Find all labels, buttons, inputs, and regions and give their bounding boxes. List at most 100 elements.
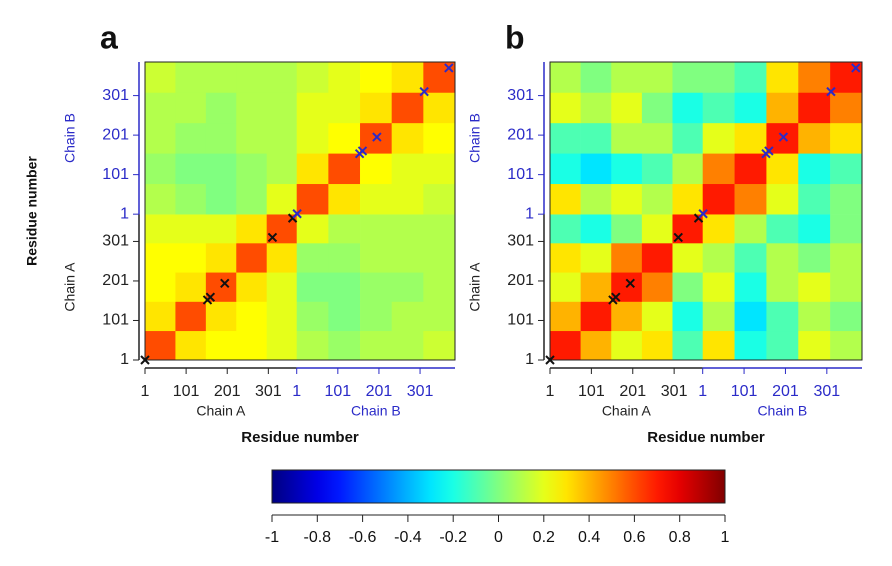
heatmap-cell [360, 62, 392, 93]
heatmap-cell [391, 301, 424, 332]
heatmap-cell [145, 122, 176, 154]
heatmap-cell [391, 243, 424, 273]
heatmap-cell [580, 153, 612, 185]
heatmap-cell [734, 183, 767, 215]
heatmap-cell [672, 153, 703, 185]
heatmap-cell [296, 183, 329, 215]
x-tick-label: 1 [292, 383, 301, 400]
heatmap-cell [391, 330, 424, 361]
heatmap-cell [391, 92, 424, 124]
heatmap-cell [702, 301, 735, 332]
x-tick-label: 301 [813, 383, 840, 400]
heatmap-cell [641, 153, 673, 185]
heatmap-cell [175, 214, 207, 244]
heatmap-cell [266, 301, 298, 332]
colorbar-tick-label: -0.2 [439, 529, 467, 546]
heatmap-cell [611, 330, 643, 361]
colorbar-tick-label: -0.4 [394, 529, 422, 546]
heatmap-cell [672, 301, 703, 332]
heatmap-cell [734, 92, 767, 124]
heatmap-cell [734, 301, 767, 332]
heatmap-cell [205, 92, 237, 124]
colorbar-tick-label: -0.6 [349, 529, 377, 546]
heatmap-cell [266, 62, 298, 93]
x-tick-label: 1 [546, 383, 555, 400]
heatmap-cell [296, 122, 329, 154]
x-tick-label: 201 [366, 383, 393, 400]
heatmap-cell [580, 122, 612, 154]
heatmap-cell [236, 214, 267, 244]
heatmap-cell [798, 272, 831, 302]
y-tick-label: 1 [525, 205, 534, 222]
heatmap-cell [672, 243, 703, 273]
heatmap-cell [205, 62, 237, 93]
heatmap-cell [702, 330, 735, 361]
x-chain-label: Chain A [196, 403, 246, 419]
colorbar-tick-label: -0.8 [304, 529, 332, 546]
heatmap-cell [550, 243, 581, 273]
site-marker [851, 63, 861, 73]
x-axis-label: Residue number [647, 429, 765, 446]
heatmap-cell [236, 183, 267, 215]
heatmap-cell [145, 153, 176, 185]
heatmap-cell [734, 153, 767, 185]
heatmap-cell [205, 330, 237, 361]
heatmap-cell [702, 62, 735, 93]
y-tick-label: 301 [507, 87, 534, 104]
y-chain-label: Chain A [467, 262, 483, 312]
heatmap-cell [391, 153, 424, 185]
panel-letter: a [100, 19, 118, 55]
heatmap-cell [175, 272, 207, 302]
heatmap-cell [830, 330, 863, 361]
x-tick-label: 301 [661, 383, 688, 400]
heatmap-cell [641, 122, 673, 154]
heatmap-cell [175, 243, 207, 273]
y-chain-label: Chain B [467, 113, 483, 163]
heatmap-cell [296, 153, 329, 185]
heatmap-cell [702, 243, 735, 273]
heatmap-cell [734, 243, 767, 273]
heatmap-cell [423, 301, 456, 332]
heatmap-cell [672, 183, 703, 215]
heatmap-cell [766, 62, 799, 93]
x-chain-label: Chain A [602, 403, 652, 419]
y-tick-label: 301 [102, 87, 129, 104]
heatmap-cell [360, 183, 392, 215]
heatmap-cell [145, 272, 176, 302]
heatmap-cell [798, 62, 831, 93]
site-marker [372, 132, 382, 142]
heatmap-cell [766, 301, 799, 332]
site-marker [220, 278, 230, 289]
heatmap-cell [205, 183, 237, 215]
heatmap-cell [328, 92, 361, 124]
heatmap-cell [175, 92, 207, 124]
heatmap-cell [266, 183, 298, 215]
heatmap-cell [266, 92, 298, 124]
heatmap-cell [580, 243, 612, 273]
heatmap-cell [328, 330, 361, 361]
heatmap-cell [205, 122, 237, 154]
heatmap-cell [423, 122, 456, 154]
x-tick-label: 201 [772, 383, 799, 400]
heatmap-cell [175, 122, 207, 154]
heatmap-cell [641, 272, 673, 302]
heatmap-cell [734, 272, 767, 302]
y-tick-label: 201 [102, 272, 129, 289]
heatmap-cell [641, 301, 673, 332]
site-marker [673, 232, 683, 243]
heatmap-cell [672, 92, 703, 124]
heatmap-cell [296, 92, 329, 124]
heatmap-cell [360, 301, 392, 332]
x-tick-label: 1 [698, 383, 707, 400]
heatmap-cell [766, 330, 799, 361]
heatmap-cell [672, 272, 703, 302]
x-tick-label: 301 [255, 383, 282, 400]
x-tick-label: 101 [324, 383, 351, 400]
colorbar-tick-label: -1 [265, 529, 279, 546]
heatmap-cell [766, 153, 799, 185]
site-marker [444, 63, 454, 73]
heatmap-cell [672, 330, 703, 361]
heatmap-cell [236, 301, 267, 332]
heatmap-cell [145, 301, 176, 332]
